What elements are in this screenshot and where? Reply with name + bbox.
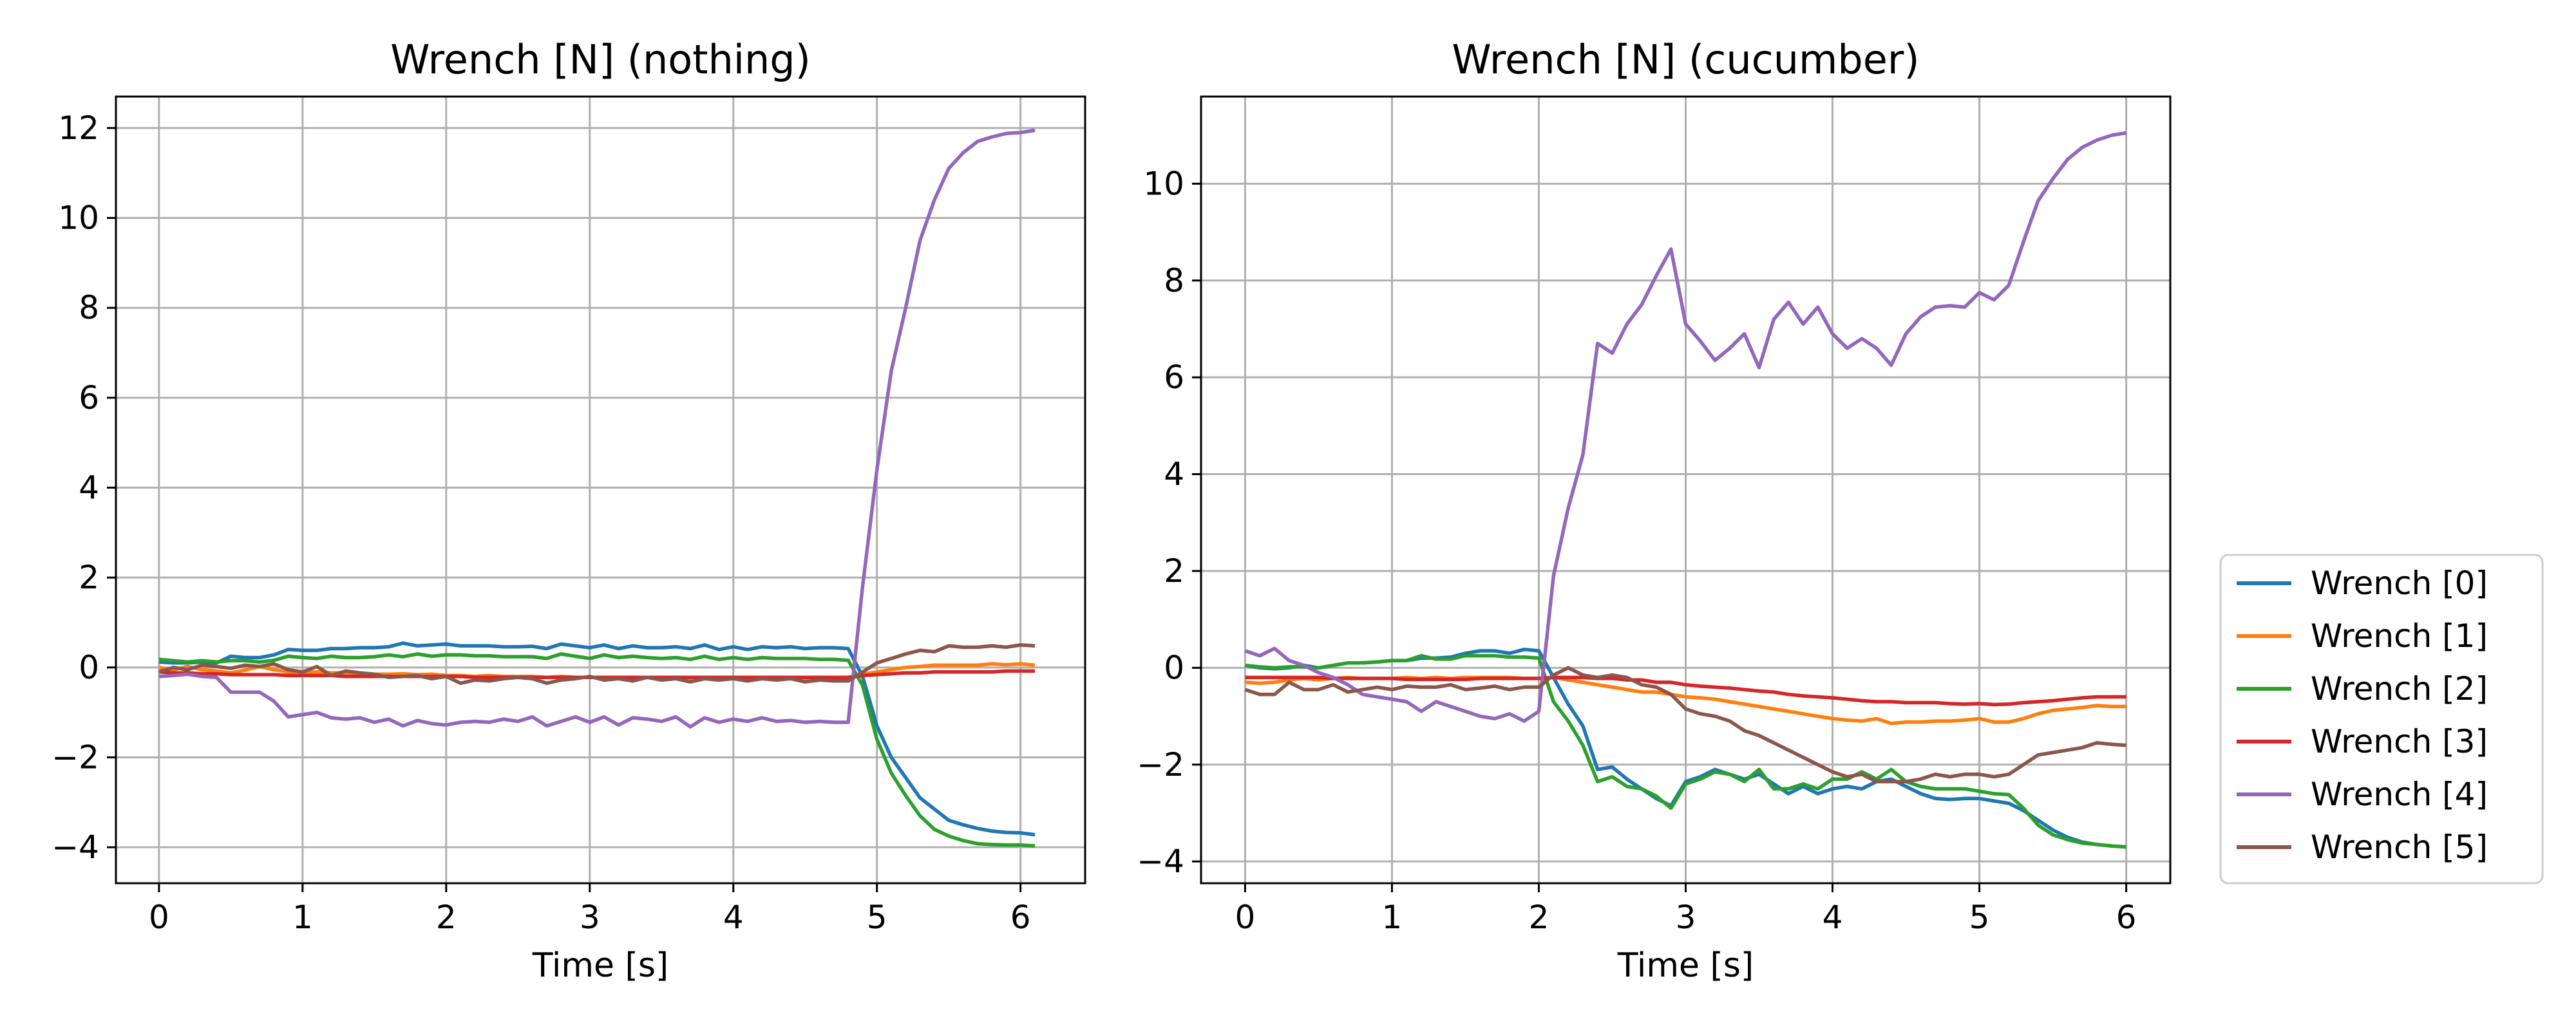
series-line-wrench-2 xyxy=(158,652,1036,848)
plot-frame xyxy=(115,95,1086,885)
series-group xyxy=(158,128,1036,848)
y-tick-label: 0 xyxy=(1164,649,1184,686)
series-line-wrench-5 xyxy=(158,643,1036,686)
y-tick-label: 2 xyxy=(1164,552,1184,590)
x-axis-label: Time [s] xyxy=(1617,946,1754,985)
x-tick-label: 4 xyxy=(723,899,744,936)
y-tick-label: 10 xyxy=(1143,165,1184,202)
grid xyxy=(1201,97,2170,883)
x-tick-label: 5 xyxy=(1969,899,1990,936)
grid xyxy=(116,97,1085,883)
legend-label-wrench-4: Wrench [4] xyxy=(2311,776,2488,813)
y-axis: −4 −2 0 2 4 6 8 10 xyxy=(1137,165,1201,880)
x-tick-label: 3 xyxy=(1676,899,1696,936)
legend-label-wrench-5: Wrench [5] xyxy=(2311,829,2488,866)
y-tick-label: 6 xyxy=(1164,359,1184,396)
y-tick-label: 2 xyxy=(79,559,99,596)
legend-label-wrench-2: Wrench [2] xyxy=(2311,670,2488,707)
y-tick-label: 0 xyxy=(79,649,99,686)
series-group xyxy=(1244,131,2127,849)
x-tick-label: 4 xyxy=(1823,899,1843,936)
legend-label-wrench-1: Wrench [1] xyxy=(2311,617,2488,655)
x-axis: 0 1 2 3 4 5 6 xyxy=(1235,883,2137,936)
x-tick-label: 1 xyxy=(1382,899,1403,936)
x-tick-label: 6 xyxy=(2116,899,2137,936)
y-tick-label: 12 xyxy=(58,109,99,147)
legend-frame xyxy=(2219,554,2544,885)
x-axis: 0 1 2 3 4 5 6 xyxy=(149,883,1031,936)
chart-title: Wrench [N] (nothing) xyxy=(390,36,811,83)
y-tick-label: 8 xyxy=(79,289,99,326)
legend-label-wrench-0: Wrench [0] xyxy=(2311,565,2488,602)
x-tick-label: 2 xyxy=(1529,899,1549,936)
y-tick-label: −4 xyxy=(52,829,99,866)
y-tick-label: 4 xyxy=(79,469,99,507)
legend-label-wrench-3: Wrench [3] xyxy=(2311,723,2488,760)
y-tick-label: 10 xyxy=(58,200,99,237)
x-tick-label: 3 xyxy=(580,899,600,936)
x-tick-label: 0 xyxy=(149,899,169,936)
y-tick-label: −4 xyxy=(1137,843,1184,880)
series-line-wrench-5 xyxy=(1244,666,2126,783)
x-tick-label: 6 xyxy=(1010,899,1031,936)
y-tick-label: 6 xyxy=(79,379,99,417)
series-line-wrench-0 xyxy=(158,641,1036,837)
y-tick-label: 4 xyxy=(1164,456,1184,493)
x-tick-label: 0 xyxy=(1235,899,1256,936)
chart-cucumber: 0 1 2 3 4 5 6 −4 −2 0 2 4 6 8 10 Time [s] Wrench [N] (cu… xyxy=(1137,36,2172,985)
x-tick-label: 1 xyxy=(292,899,313,936)
x-axis-label: Time [s] xyxy=(532,946,668,985)
legend: Wrench [0] Wrench [1] Wrench [2] Wrench [3]… xyxy=(2219,554,2544,885)
series-line-wrench-3 xyxy=(1245,675,2126,707)
y-tick-label: −2 xyxy=(52,738,99,776)
y-tick-label: 8 xyxy=(1164,262,1184,299)
series-line-wrench-4 xyxy=(1244,131,2127,723)
series-line-wrench-4 xyxy=(158,128,1036,729)
y-axis: −4 −2 0 2 4 6 8 10 12 xyxy=(52,109,116,866)
chart-title: Wrench [N] (cucumber) xyxy=(1452,36,1919,83)
y-tick-label: −2 xyxy=(1137,746,1184,783)
x-tick-label: 5 xyxy=(867,899,887,936)
series-line-wrench-2 xyxy=(1245,653,2126,849)
x-tick-label: 2 xyxy=(436,899,457,936)
